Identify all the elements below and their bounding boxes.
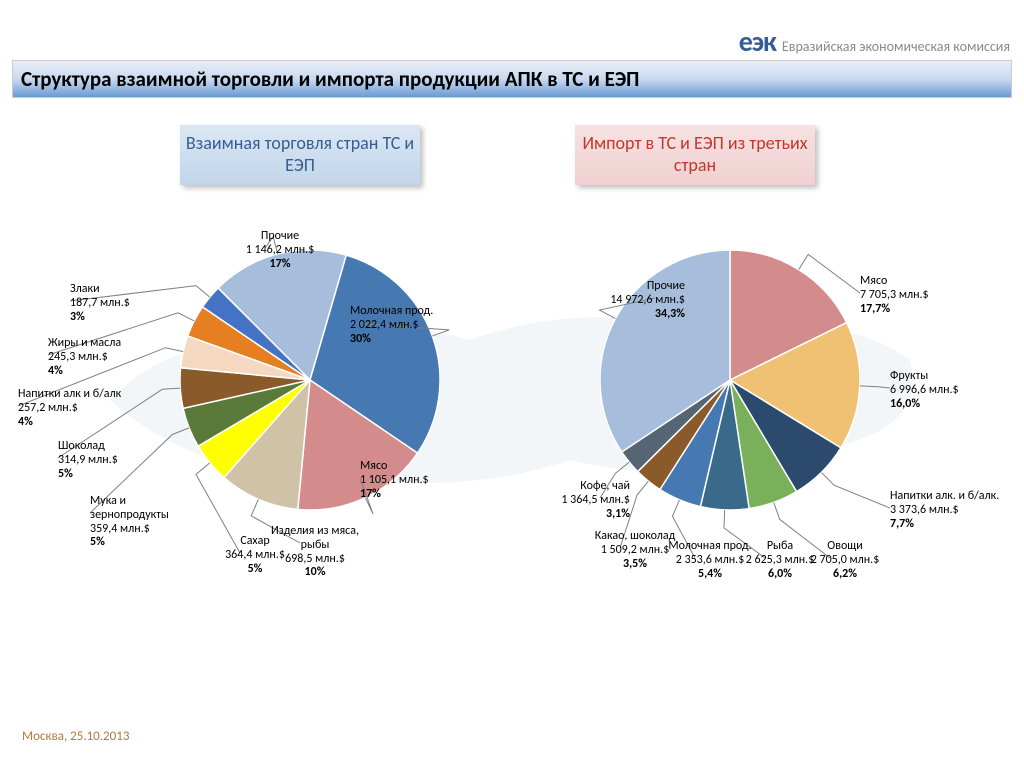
brand-subtitle: Евразийская экономическая комиссия	[782, 38, 1010, 55]
slice-label: Напитки алк и б/алк257,2 млн.$4%	[18, 388, 128, 429]
slice-label: Напитки алк. и б/алк.3 373,6 млн.$7,7%	[890, 490, 1000, 531]
slice-label: Фрукты6 996,6 млн.$16,0%	[890, 370, 1000, 411]
header-bar: еэк Евразийская экономическая комиссия	[18, 24, 1010, 64]
slice-label: Кофе, чай1 364,5 млн.$3,1%	[520, 480, 630, 521]
slice-label: Мука и зернопродукты359,4 млн.$5%	[90, 495, 200, 550]
page-title: Структура взаимной торговли и импорта пр…	[21, 66, 639, 92]
title-banner: Структура взаимной торговли и импорта пр…	[12, 60, 1012, 98]
slice-label: Мясо1 105,1 млн.$17%	[360, 460, 470, 501]
slice-label: Злаки187,7 млн.$3%	[70, 283, 180, 324]
left-chart-title: Взаимная торговля стран ТС и ЕЭП	[180, 125, 420, 185]
slice-label: Прочие14 972,6 млн.$34,3%	[575, 280, 685, 321]
slice-label: Сахар364,4 млн.$5%	[200, 535, 310, 576]
slice-label: Какао, шоколад1 509,2 млн.$3,5%	[580, 530, 690, 571]
slice-label: Молочная прод.2 022,4 млн.$30%	[350, 305, 460, 346]
footer-date: Москва, 25.10.2013	[22, 729, 129, 744]
right-chart-title: Импорт в ТС и ЕЭП из третьих стран	[575, 125, 815, 185]
slice-label: Мясо7 705,3 млн.$17,7%	[860, 275, 970, 316]
slice-label: Шоколад314,9 млн.$5%	[58, 440, 168, 481]
slice-label: Жиры и масла245,3 млн.$4%	[48, 337, 158, 378]
slice-label: Прочие1 146,2 млн.$17%	[225, 230, 335, 271]
brand-logo: еэк	[739, 24, 776, 59]
